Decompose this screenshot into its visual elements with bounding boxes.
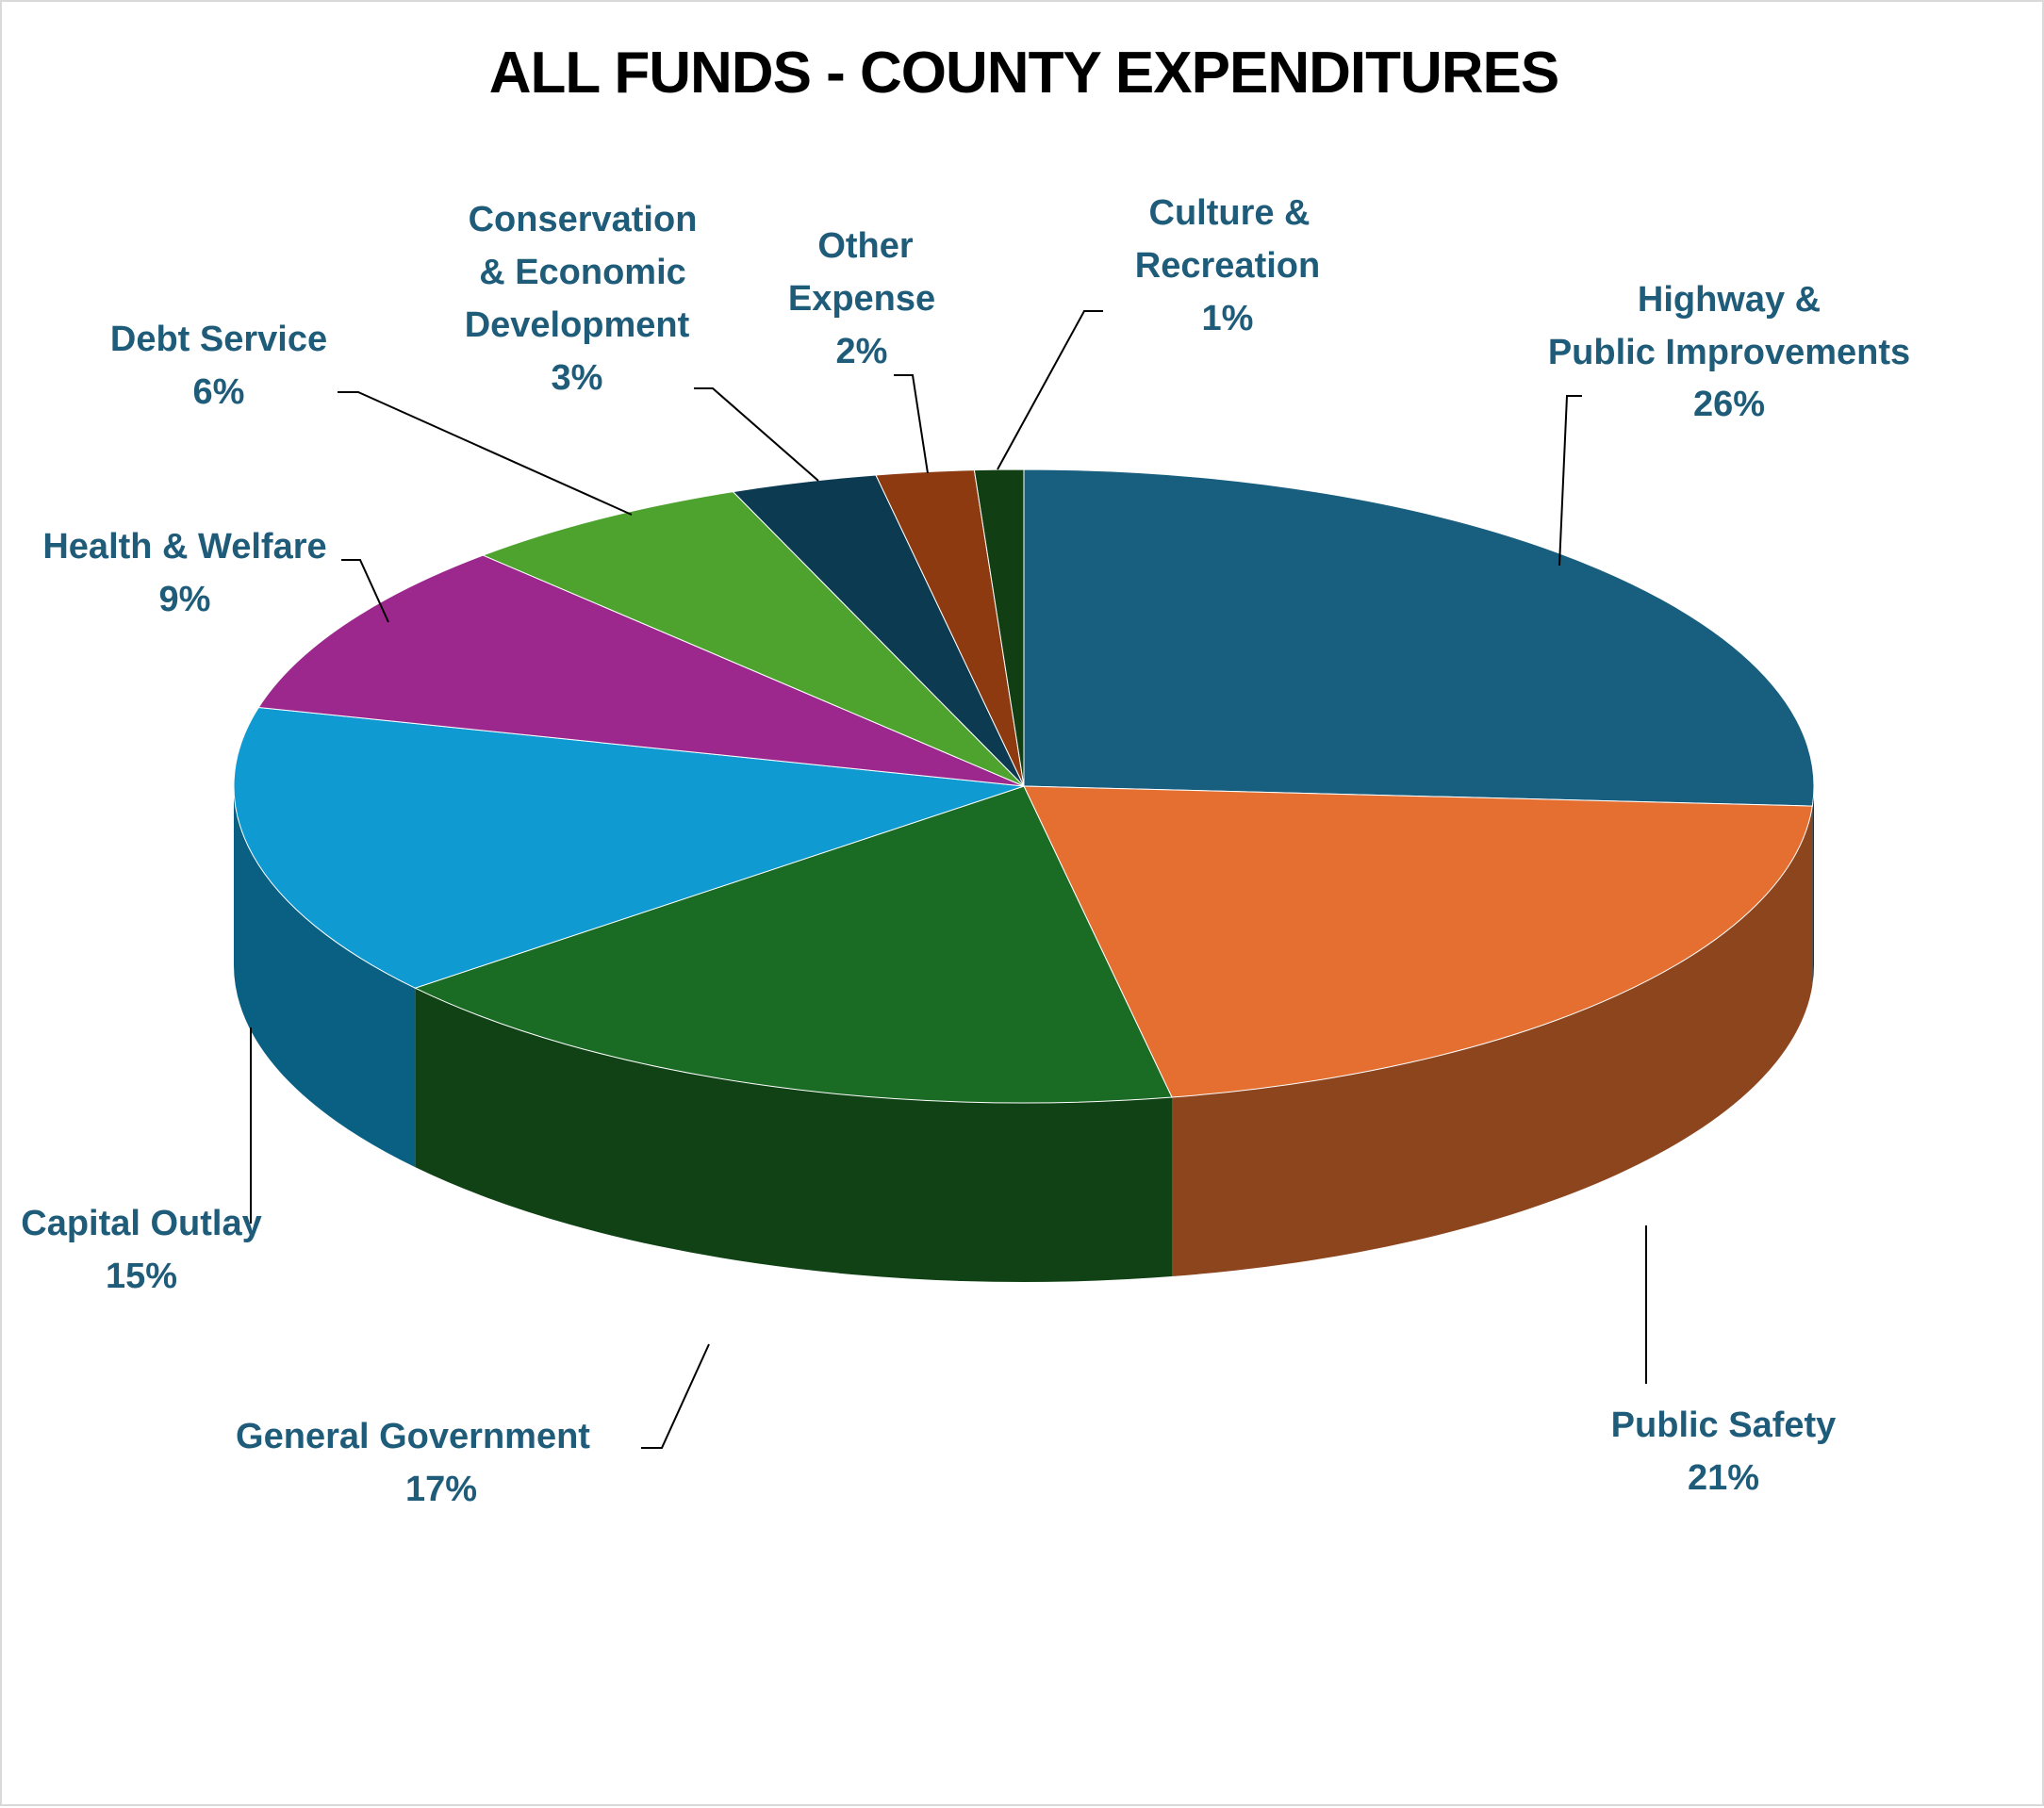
leader-line-culture-and-recreation xyxy=(997,310,1103,470)
data-label-health-and-welfare: Health & Welfare 9% xyxy=(42,527,326,619)
data-label-conservation-and-economic-development: Conservation & Economic Development 3% xyxy=(465,200,698,398)
leader-line-other-expense xyxy=(894,374,929,474)
pie-slice-culture-and-recreation xyxy=(973,468,1025,787)
pie-side-public-safety xyxy=(1172,806,1813,1277)
pie-side-capital-outlay xyxy=(234,786,416,1168)
data-label-highway-and-public-improvements: Highway & Public Improvements 26% xyxy=(1548,280,1910,424)
pie-slice-health-and-welfare xyxy=(257,554,1025,787)
pie-side-general-government xyxy=(415,988,1173,1282)
pie-slice-capital-outlay xyxy=(233,706,1025,989)
pie-slice-highway-and-public-improvements xyxy=(1023,468,1815,807)
data-label-culture-and-recreation: Culture & Recreation 1% xyxy=(1135,193,1320,338)
chart-title: ALL FUNDS - COUNTY EXPENDITURES xyxy=(488,41,1559,106)
data-label-debt-service: Debt Service 6% xyxy=(110,320,327,412)
data-label-other-expense: Other Expense 2% xyxy=(788,226,935,371)
pie-side-highway-and-public-improvements xyxy=(1812,786,1814,986)
leader-line-debt-service xyxy=(338,391,633,516)
leader-line-health-and-welfare xyxy=(341,559,389,623)
leader-line-highway-and-public-improvements xyxy=(1558,395,1582,567)
leader-line-conservation-and-economic-development xyxy=(694,387,819,482)
pie-slice-debt-service xyxy=(482,491,1025,787)
data-label-public-safety: Public Safety 21% xyxy=(1611,1405,1837,1498)
data-label-general-government: General Government 17% xyxy=(236,1417,590,1509)
data-label-capital-outlay: Capital Outlay 15% xyxy=(21,1204,262,1296)
leader-line-general-government xyxy=(641,1343,710,1449)
pie-slice-public-safety xyxy=(1023,785,1813,1098)
pie-slice-general-government xyxy=(413,785,1173,1104)
